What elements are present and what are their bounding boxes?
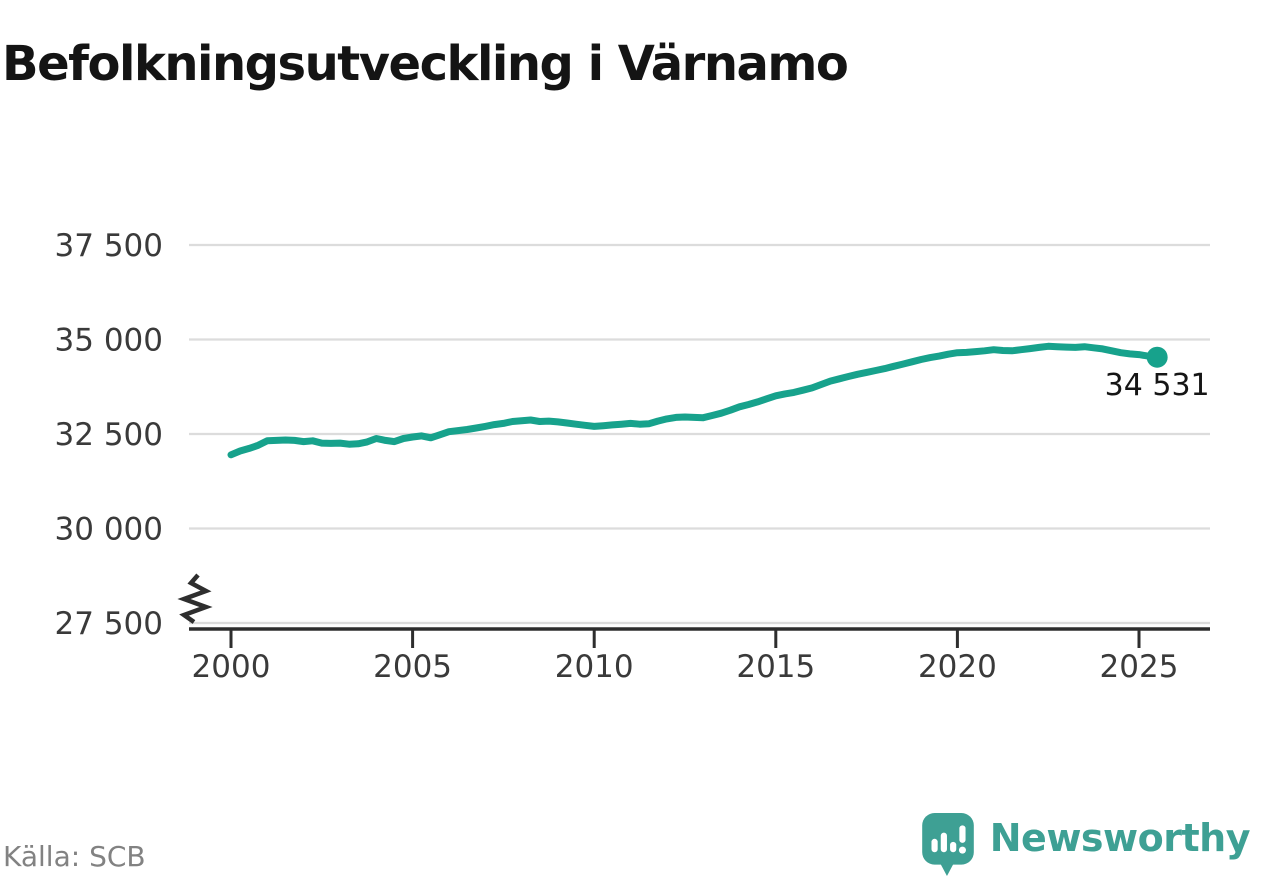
y-axis-labels: 37 500 35 000 32 500 30 000 27 500	[55, 228, 163, 642]
axis-break-icon	[177, 573, 213, 624]
newsworthy-chart-bubble-icon	[921, 813, 974, 876]
series-line: 34 531	[227, 342, 1210, 459]
series-end-value-label: 34 531	[1105, 368, 1210, 403]
y-tick-label: 37 500	[55, 228, 163, 264]
source-note: Källa: SCB	[3, 840, 146, 873]
series-end-dot	[1146, 346, 1168, 368]
x-tick-label: 2020	[918, 649, 997, 685]
population-series-line	[227, 342, 1161, 459]
x-tick-label: 2005	[373, 649, 452, 685]
y-tick-label: 27 500	[55, 606, 163, 642]
x-tick-label: 2025	[1100, 649, 1179, 685]
x-tick-label: 2015	[736, 649, 815, 685]
x-tick-label: 2010	[555, 649, 634, 685]
x-axis: 2000 2005 2010 2015 2020 2025	[189, 627, 1210, 685]
gridlines	[189, 243, 1210, 625]
x-tick-label: 2000	[192, 649, 271, 685]
page-title: Befolkningsutveckling i Värnamo	[2, 36, 849, 93]
brand-name: Newsworthy	[989, 816, 1251, 860]
y-tick-label: 32 500	[55, 417, 163, 453]
y-tick-label: 30 000	[55, 512, 163, 548]
y-tick-label: 35 000	[55, 323, 163, 359]
brand-logo: Newsworthy	[921, 813, 1251, 877]
